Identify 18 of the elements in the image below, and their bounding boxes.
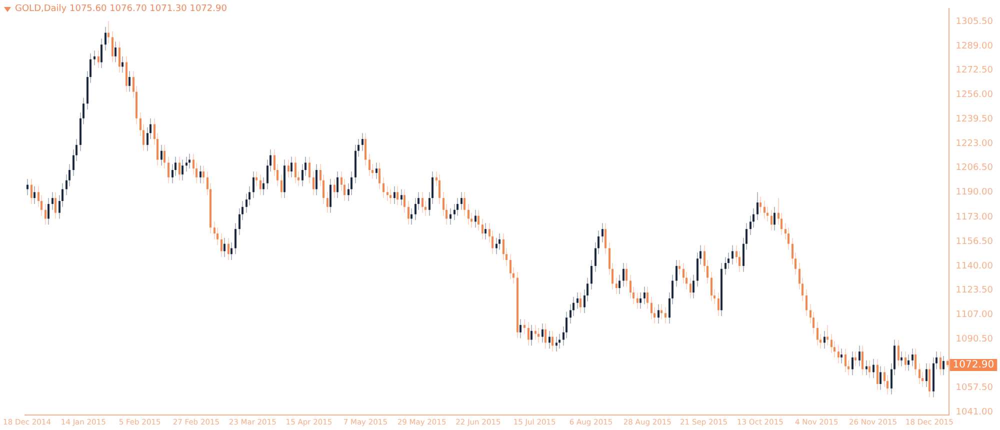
y-tick-label: 1272.50	[956, 66, 994, 76]
y-tick-label: 1090.50	[956, 334, 994, 344]
y-tick-label: 1173.00	[956, 212, 994, 223]
y-tick-label: 1206.50	[956, 163, 994, 174]
y-tick-label: 1289.00	[956, 41, 994, 52]
y-tick-label: 1256.00	[956, 90, 994, 100]
y-tick-label: 1223.00	[956, 138, 994, 149]
y-tick-label: 1057.50	[956, 383, 994, 394]
y-tick-label: 1123.50	[956, 286, 994, 296]
y-tick-label: 1107.00	[956, 310, 994, 320]
chart-title: GOLD,Daily 1075.60 1076.70 1071.30 1072.90	[15, 4, 227, 14]
y-tick-label: 1305.50	[956, 17, 994, 28]
y-tick-label: 1156.50	[956, 236, 994, 247]
y-tick-label: 1041.00	[956, 407, 994, 418]
text: 1072.90	[952, 360, 994, 371]
y-tick-label: 1140.00	[956, 261, 994, 272]
y-tick-label: 1239.50	[956, 114, 994, 124]
y-tick-label: 1190.00	[956, 187, 994, 198]
